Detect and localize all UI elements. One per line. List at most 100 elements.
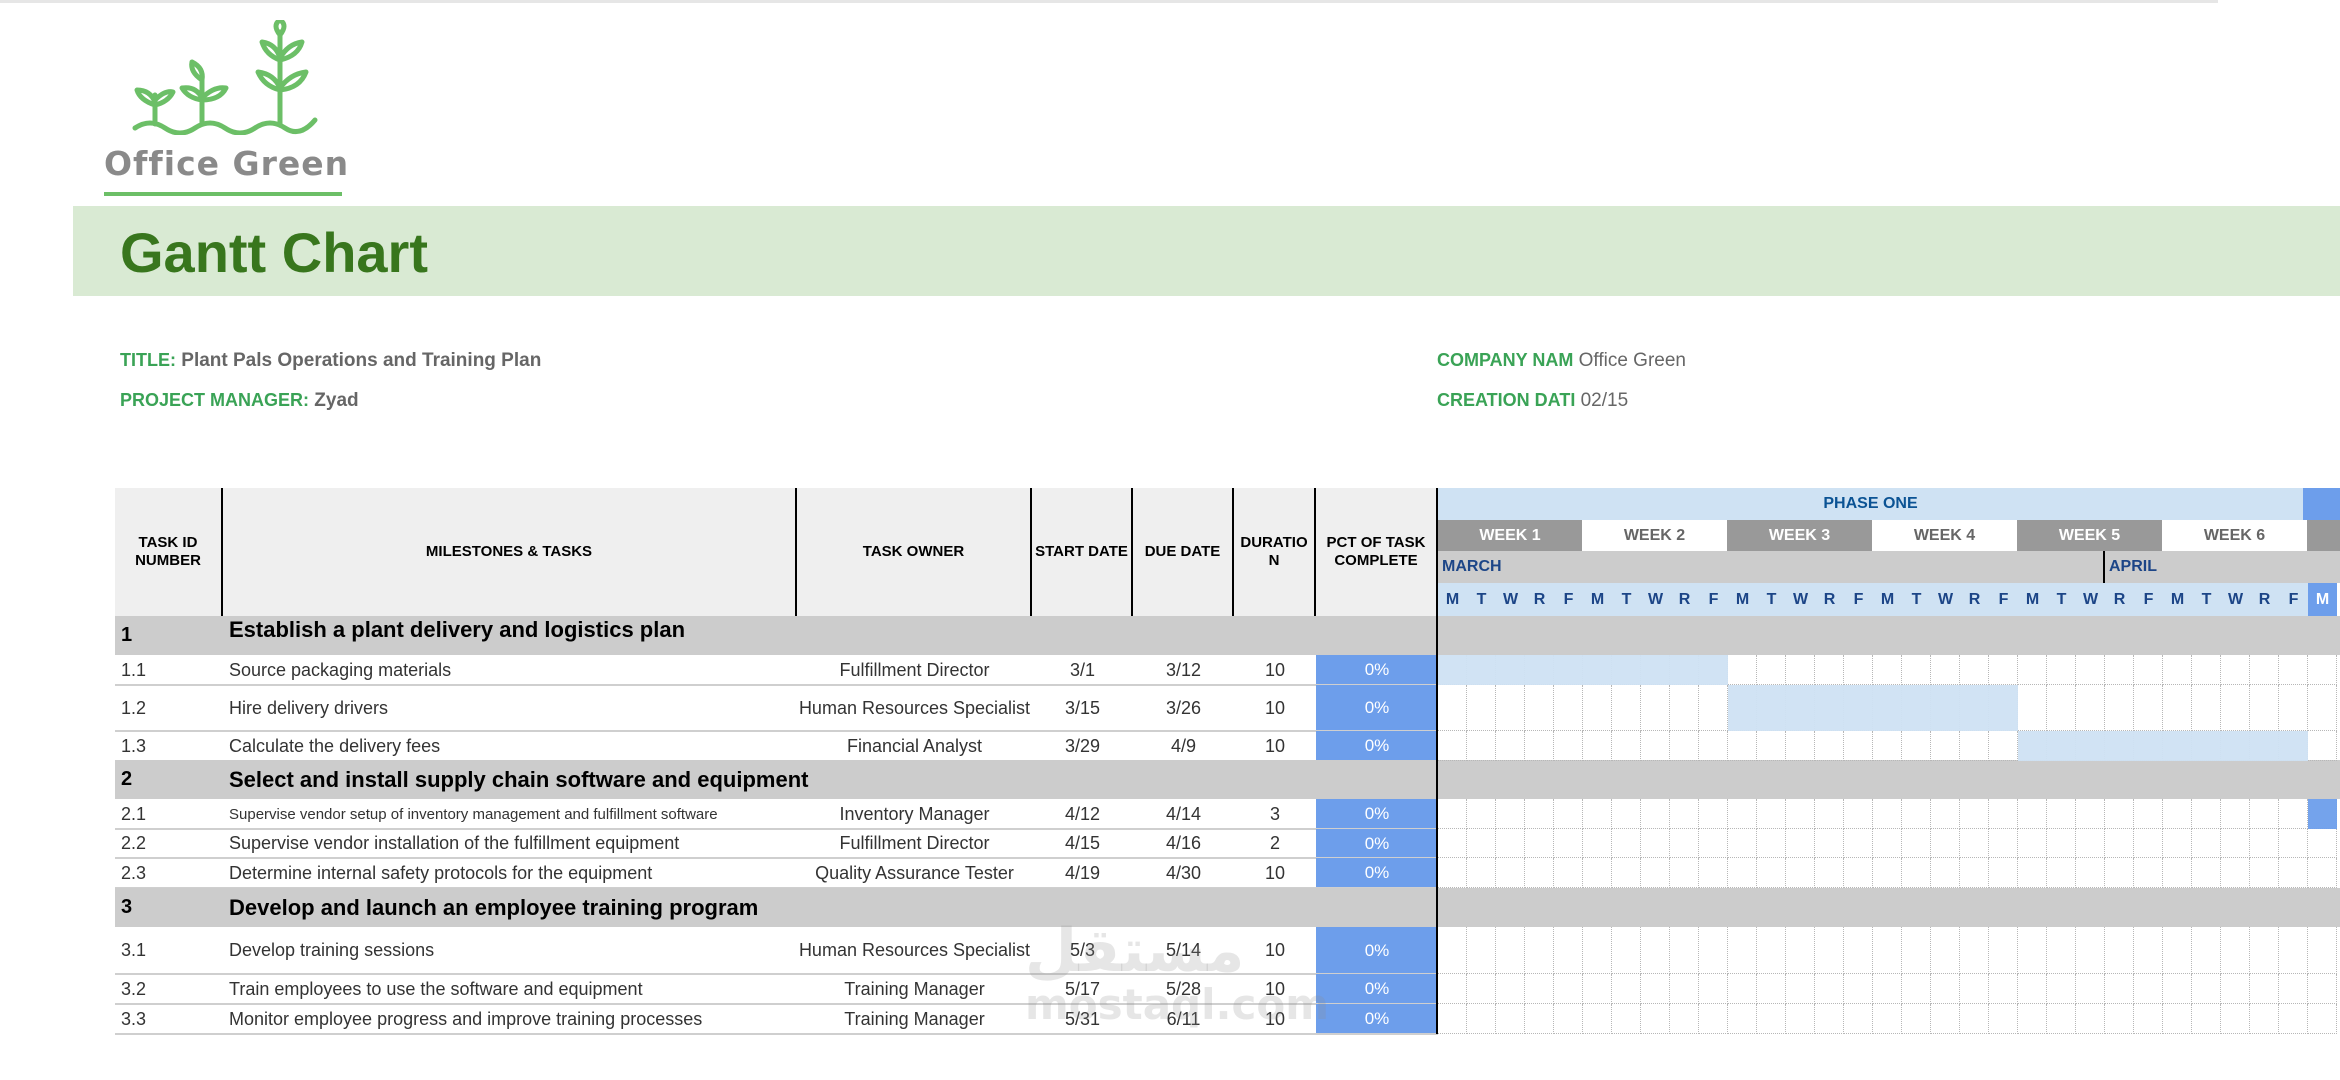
timeline-cell[interactable] [1496, 799, 1525, 829]
timeline-cell[interactable] [2076, 685, 2105, 731]
timeline-cell[interactable] [1612, 731, 1641, 761]
timeline-cell[interactable] [1728, 927, 1757, 974]
timeline-cell[interactable] [1699, 731, 1728, 761]
timeline-cell[interactable] [1728, 655, 1757, 685]
timeline-cell[interactable] [2279, 1004, 2308, 1034]
timeline-cell[interactable] [2221, 799, 2250, 829]
timeline-cell[interactable] [1438, 799, 1467, 829]
task-pct-complete[interactable]: 0% [1316, 974, 1438, 1004]
timeline-cell[interactable] [1438, 1004, 1467, 1034]
section-title[interactable]: Select and install supply chain software… [229, 766, 809, 792]
timeline-cell[interactable] [1873, 927, 1902, 974]
timeline-cell[interactable] [1786, 1004, 1815, 1034]
timeline-cell[interactable] [1989, 1004, 2018, 1034]
timeline-cell[interactable] [1960, 974, 1989, 1004]
gantt-bar[interactable] [2018, 731, 2308, 761]
timeline-cell[interactable] [1931, 1004, 1960, 1034]
timeline-cell[interactable] [1670, 731, 1699, 761]
timeline-cell[interactable] [2308, 731, 2337, 761]
gantt-bar[interactable] [1438, 655, 1728, 685]
timeline-cell[interactable] [2279, 927, 2308, 974]
timeline-cell[interactable] [1554, 731, 1583, 761]
timeline-cell[interactable] [1641, 858, 1670, 888]
timeline-cell[interactable] [1844, 858, 1873, 888]
task-pct-complete[interactable]: 0% [1316, 829, 1438, 858]
task-pct-complete[interactable]: 0% [1316, 927, 1438, 974]
timeline-cell[interactable] [2105, 829, 2134, 858]
timeline-cell[interactable] [1786, 974, 1815, 1004]
timeline-cell[interactable] [1902, 799, 1931, 829]
task-owner[interactable]: Human Resources Specialist [798, 940, 1031, 960]
timeline-cell[interactable] [1989, 927, 2018, 974]
task-duration[interactable]: 10 [1264, 940, 1286, 960]
timeline-cell[interactable] [1612, 829, 1641, 858]
timeline-cell[interactable] [2134, 685, 2163, 731]
timeline-cell[interactable] [1612, 858, 1641, 888]
timeline-cell[interactable] [1496, 829, 1525, 858]
timeline-cell[interactable] [1525, 1004, 1554, 1034]
section-title[interactable]: Develop and launch an employee training … [229, 894, 759, 920]
timeline-cell[interactable] [1699, 1004, 1728, 1034]
timeline-cell[interactable] [1554, 799, 1583, 829]
task-start-date[interactable]: 3/1 [1069, 659, 1096, 680]
timeline-cell[interactable] [1757, 974, 1786, 1004]
timeline-cell[interactable] [1960, 927, 1989, 974]
timeline-cell[interactable] [1931, 974, 1960, 1004]
timeline-cell[interactable] [2221, 858, 2250, 888]
timeline-cell[interactable] [2105, 974, 2134, 1004]
timeline-cell[interactable] [1583, 731, 1612, 761]
timeline-cell[interactable] [1931, 927, 1960, 974]
task-start-date[interactable]: 5/31 [1064, 1008, 1101, 1029]
task-due-date[interactable]: 5/28 [1165, 978, 1202, 999]
timeline-cell[interactable] [1699, 974, 1728, 1004]
project-manager-value[interactable]: Zyad [314, 390, 359, 411]
task-owner[interactable]: Financial Analyst [846, 735, 983, 756]
timeline-cell[interactable] [2308, 655, 2337, 685]
timeline-cell[interactable] [2018, 685, 2047, 731]
task-start-date[interactable]: 4/19 [1064, 862, 1101, 883]
timeline-cell[interactable] [2134, 927, 2163, 974]
task-start-date[interactable]: 3/15 [1064, 697, 1101, 718]
timeline-cell[interactable] [1641, 1004, 1670, 1034]
timeline-cell[interactable] [2018, 1004, 2047, 1034]
timeline-cell[interactable] [2192, 858, 2221, 888]
timeline-cell[interactable] [1670, 974, 1699, 1004]
timeline-cell[interactable] [1844, 655, 1873, 685]
timeline-cell[interactable] [1757, 927, 1786, 974]
timeline-cell[interactable] [1757, 858, 1786, 888]
task-due-date[interactable]: 4/9 [1170, 735, 1197, 756]
timeline-cell[interactable] [1757, 655, 1786, 685]
task-due-date[interactable]: 4/14 [1165, 803, 1202, 824]
timeline-cell[interactable] [1931, 655, 1960, 685]
timeline-cell[interactable] [2221, 829, 2250, 858]
task-owner[interactable]: Training Manager [844, 978, 985, 999]
task-owner[interactable]: Training Manager [844, 1008, 985, 1029]
timeline-cell[interactable] [2279, 655, 2308, 685]
timeline-cell[interactable] [2018, 829, 2047, 858]
timeline-cell[interactable] [1728, 829, 1757, 858]
timeline-cell[interactable] [1844, 1004, 1873, 1034]
task-duration[interactable]: 10 [1264, 697, 1286, 718]
timeline-cell[interactable] [1612, 685, 1641, 731]
timeline-cell[interactable] [1989, 655, 2018, 685]
timeline-cell[interactable] [1873, 974, 1902, 1004]
timeline-cell[interactable] [1496, 858, 1525, 888]
timeline-cell[interactable] [1786, 927, 1815, 974]
timeline-cell[interactable] [2018, 799, 2047, 829]
title-value[interactable]: Plant Pals Operations and Training Plan [181, 350, 542, 371]
timeline-cell[interactable] [1554, 829, 1583, 858]
timeline-cell[interactable] [1757, 731, 1786, 761]
timeline-cell[interactable] [2250, 974, 2279, 1004]
timeline-cell[interactable] [1641, 799, 1670, 829]
timeline-cell[interactable] [2076, 829, 2105, 858]
task-pct-complete[interactable]: 0% [1316, 799, 1438, 829]
task-owner[interactable]: Fulfillment Director [839, 833, 990, 853]
timeline-cell[interactable] [1583, 927, 1612, 974]
timeline-cell[interactable] [1844, 927, 1873, 974]
timeline-cell[interactable] [2250, 829, 2279, 858]
timeline-cell[interactable] [1931, 731, 1960, 761]
timeline-cell[interactable] [1960, 858, 1989, 888]
timeline-cell[interactable] [1670, 927, 1699, 974]
timeline-cell[interactable] [1583, 858, 1612, 888]
creation-date-value[interactable]: 02/15 [1580, 390, 1629, 411]
